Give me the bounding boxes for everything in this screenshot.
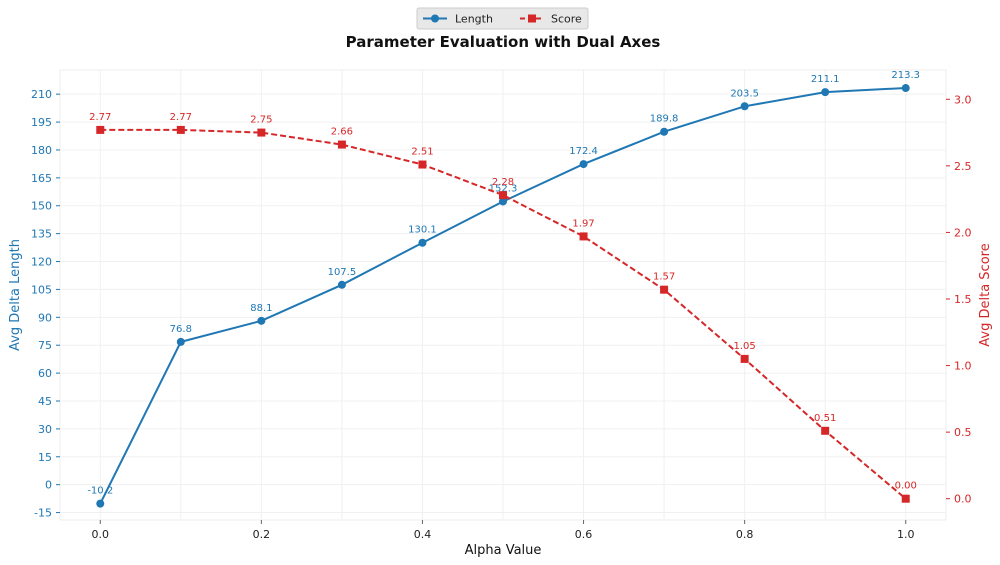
score-data-label: 2.28 bbox=[492, 177, 514, 188]
length-data-label: 130.1 bbox=[408, 225, 437, 236]
legend-length-marker bbox=[431, 14, 439, 23]
series-line-score bbox=[100, 128, 907, 500]
y-right-tick-label: 0.5 bbox=[954, 426, 972, 439]
y-right-tick-label: 3.0 bbox=[954, 93, 972, 106]
length-point bbox=[660, 127, 669, 136]
length-point bbox=[740, 102, 749, 111]
y-left-tick-label: 0 bbox=[45, 479, 52, 492]
legend-score-marker bbox=[528, 14, 536, 23]
length-data-label: 189.8 bbox=[650, 114, 679, 125]
length-point bbox=[821, 88, 830, 97]
y-left-tick-label: 150 bbox=[31, 200, 52, 213]
score-point bbox=[660, 285, 669, 294]
x-tick-label: 0.4 bbox=[414, 528, 432, 541]
score-point bbox=[579, 232, 588, 241]
y-right-tick-label: 2.5 bbox=[954, 160, 972, 173]
score-data-label: 2.77 bbox=[170, 112, 192, 123]
y-right-tick-label: 1.5 bbox=[954, 293, 972, 306]
score-data-label: 2.77 bbox=[89, 112, 111, 123]
length-point bbox=[499, 197, 507, 206]
score-point bbox=[96, 125, 105, 134]
x-tick-label: 0.8 bbox=[736, 528, 754, 541]
y-axis-left: -15 0 15 30 45 60 75 90 105 120 135 150 165 180 195 210 bbox=[31, 88, 60, 520]
length-point bbox=[579, 160, 588, 169]
score-point bbox=[337, 140, 346, 149]
length-point bbox=[257, 316, 266, 325]
score-point bbox=[901, 494, 910, 503]
length-data-label: 152.3 bbox=[489, 183, 518, 194]
y-right-tick-label: 2.0 bbox=[954, 226, 972, 239]
y-axis-right: 0.0 0.5 1.0 1.5 2.0 2.5 3.0 bbox=[946, 93, 972, 506]
y-left-tick-label: 60 bbox=[38, 367, 52, 380]
score-point bbox=[499, 191, 507, 200]
length-data-label: -10.2 bbox=[87, 486, 113, 497]
y-right-tick-label: 0.0 bbox=[954, 493, 972, 506]
score-data-label: 1.57 bbox=[653, 272, 675, 283]
y-left-tick-label: 120 bbox=[31, 256, 52, 269]
legend-length-label: Length bbox=[455, 13, 493, 26]
length-point bbox=[176, 337, 185, 346]
x-axis: 0.0 0.2 0.4 0.6 0.8 1.0 bbox=[92, 520, 915, 541]
x-tick-label: 0.2 bbox=[253, 528, 271, 541]
length-point bbox=[418, 238, 427, 247]
length-data-label: 172.4 bbox=[569, 146, 598, 157]
y-left-tick-label: -15 bbox=[34, 507, 52, 520]
y-left-tick-label: 30 bbox=[38, 423, 52, 436]
y-axis-right-label: Avg Delta Score bbox=[978, 243, 993, 346]
score-point bbox=[257, 128, 266, 137]
score-data-label: 1.97 bbox=[572, 218, 594, 229]
score-data-label: 2.51 bbox=[411, 147, 433, 158]
y-axis-left-label: Avg Delta Length bbox=[8, 239, 23, 351]
x-tick-label: 0.0 bbox=[92, 528, 110, 541]
y-right-tick-label: 1.0 bbox=[954, 360, 972, 373]
legend-score-label: Score bbox=[551, 13, 582, 26]
length-data-label: 203.5 bbox=[730, 88, 759, 99]
y-left-tick-label: 210 bbox=[31, 88, 52, 101]
y-left-tick-label: 15 bbox=[38, 451, 52, 464]
x-axis-label: Alpha Value bbox=[465, 543, 542, 558]
score-point bbox=[176, 125, 185, 134]
length-data-label: 76.8 bbox=[170, 324, 192, 335]
y-left-tick-label: 45 bbox=[38, 395, 52, 408]
y-left-tick-label: 75 bbox=[38, 339, 52, 352]
score-data-label: 0.00 bbox=[895, 481, 917, 492]
score-data-label: 0.51 bbox=[814, 413, 836, 424]
score-data-label: 2.75 bbox=[250, 115, 272, 126]
length-point bbox=[901, 84, 910, 93]
chart-title: Parameter Evaluation with Dual Axes bbox=[346, 33, 661, 51]
y-left-tick-label: 105 bbox=[31, 283, 52, 296]
y-left-tick-label: 165 bbox=[31, 172, 52, 185]
length-data-label: 213.3 bbox=[891, 70, 920, 81]
x-tick-label: 0.6 bbox=[575, 528, 593, 541]
y-left-tick-label: 180 bbox=[31, 144, 52, 157]
y-left-tick-label: 90 bbox=[38, 311, 52, 324]
score-point bbox=[740, 354, 749, 363]
score-point bbox=[821, 426, 830, 435]
score-point bbox=[418, 160, 427, 169]
y-left-tick-label: 195 bbox=[31, 116, 52, 129]
score-data-label: 1.05 bbox=[734, 341, 756, 352]
series-layer: -10.2 76.8 88.1 107.5 130.1 152.3 172.4 189.8 20… bbox=[87, 70, 920, 508]
length-point bbox=[96, 499, 105, 508]
y-left-tick-label: 135 bbox=[31, 228, 52, 241]
legend: Length Score bbox=[416, 7, 589, 30]
length-point bbox=[337, 280, 346, 289]
score-data-label: 2.66 bbox=[331, 127, 353, 138]
length-data-label: 211.1 bbox=[811, 74, 840, 85]
x-tick-label: 1.0 bbox=[897, 528, 915, 541]
length-data-label: 107.5 bbox=[328, 267, 357, 278]
length-data-label: 88.1 bbox=[250, 303, 272, 314]
legend-box bbox=[416, 7, 589, 30]
